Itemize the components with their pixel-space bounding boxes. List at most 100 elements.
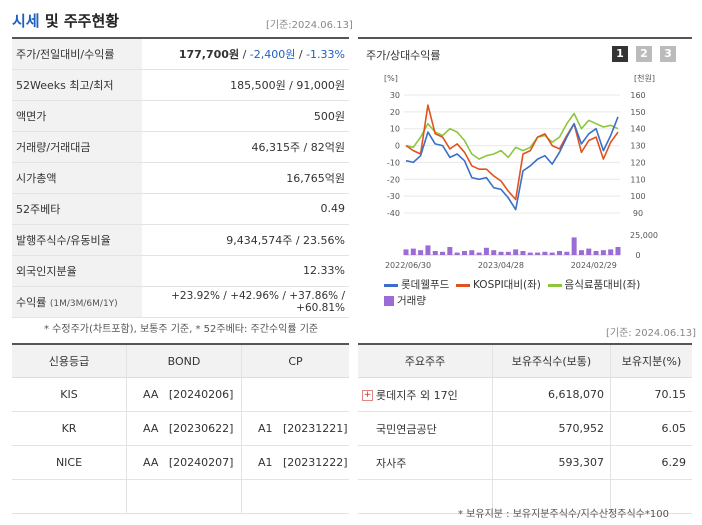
table-row: 시가총액 16,765억원 [12, 162, 349, 193]
chart-page-1-button[interactable]: 1 [612, 46, 628, 62]
row-label: 거래량/거래대금 [12, 131, 142, 162]
shares-cell: 6,618,070 [492, 377, 611, 412]
agency-cell: KR [12, 411, 127, 446]
table-header-row: 주요주주 보유주식수(보통) 보유지분(%) [358, 344, 692, 378]
row-value: 185,500원 / 91,000원 [230, 78, 345, 92]
legend-item-stock[interactable]: 롯데웰푸드 [384, 279, 449, 291]
volume-bar [615, 247, 621, 255]
x-axis-label: 2024/02/29 [571, 261, 617, 270]
table-row: 52주베타 0.49 [12, 193, 349, 224]
volume-bar [461, 251, 467, 255]
table-row [358, 479, 692, 514]
volume-bar [469, 250, 475, 255]
table-row: 발행주식수/유동비율 9,434,574주 / 23.56% [12, 224, 349, 255]
legend-item-volume[interactable]: 거래량 [384, 293, 426, 308]
agency-cell: KIS [12, 377, 127, 412]
volume-axis-ticks: 25,000 0 [404, 231, 658, 260]
row-label: 외국인지분율 [12, 255, 142, 286]
volume-bar [454, 252, 460, 255]
row-label: 시가총액 [12, 162, 142, 193]
table-row: KR AA [20230622] A1 [20231221] [12, 411, 349, 446]
left-axis-ticks: 30 20 10 0 -10 -20 -30 -40 [387, 91, 400, 218]
right-axis-ticks: 160 150 140 130 120 110 100 90 [630, 91, 645, 218]
row-value: 46,315주 / 82억원 [251, 140, 345, 154]
table-row: 액면가 500원 [12, 100, 349, 131]
left-tick-label: -10 [387, 158, 400, 167]
right-tick-label: 90 [633, 209, 643, 218]
expand-plus-icon[interactable]: + [362, 390, 373, 401]
chart-page-2-button[interactable]: 2 [636, 46, 652, 62]
volume-bar [571, 237, 577, 255]
legend-swatch [456, 283, 470, 287]
column-header: 신용등급 [12, 344, 127, 378]
table-row: 거래량/거래대금 46,315주 / 82억원 [12, 131, 349, 162]
holders-note: * 보유지분 : 보유지분주식수/지수산정주식수*100 [458, 509, 669, 520]
volume-bar [535, 252, 541, 255]
volume-bar [440, 251, 446, 255]
chart-grid [404, 94, 620, 214]
volume-bar [418, 250, 424, 255]
chart-legend: 롯데웰푸드 KOSPI대비(좌) 음식료품대비(좌) [384, 277, 640, 292]
legend-item-food[interactable]: 음식료품대비(좌) [547, 279, 640, 291]
row-value: 9,434,574주 / 23.56% [226, 233, 345, 247]
volume-bar [542, 251, 548, 255]
x-axis-label: 2022/06/30 [385, 261, 431, 270]
volume-bar [600, 250, 606, 255]
table-row: KIS AA [20240206] [12, 377, 349, 412]
chart-page-3-button[interactable]: 3 [660, 46, 676, 62]
bond-cell: AA [20240206] [126, 377, 242, 412]
column-header: 보유주식수(보통) [492, 344, 611, 378]
right-tick-label: 160 [630, 91, 645, 100]
volume-bar [593, 251, 599, 255]
table-row: 외국인지분율 12.33% [12, 255, 349, 286]
info-note: * 수정주가(차트포함), 보통주 기준, * 52주베타: 주간수익률 기준 [44, 324, 319, 335]
volume-bar [410, 248, 416, 255]
volume-bar [505, 251, 511, 255]
left-tick-label: -20 [387, 175, 400, 184]
volume-bar [491, 250, 497, 255]
left-tick-label: 0 [395, 142, 400, 151]
section-title: 시세 및 주주현황 [12, 12, 120, 30]
bond-cell: AA [20240207] [126, 445, 242, 480]
cp-cell [241, 377, 349, 412]
volume-bar [549, 252, 555, 255]
right-tick-label: 130 [630, 142, 645, 151]
price-value: 177,700원 / -2,400원 / -1.33% [178, 47, 345, 61]
left-unit: [%] [384, 74, 398, 83]
left-tick-label: 30 [390, 91, 400, 100]
column-header: 주요주주 [358, 344, 493, 378]
right-unit: [천원] [634, 73, 655, 83]
row-label: 52주베타 [12, 193, 142, 224]
holders-base-date: [기준: 2024.06.13] [606, 328, 697, 339]
volume-bar [557, 251, 563, 255]
volume-bar [527, 252, 533, 255]
row-label: 액면가 [12, 100, 142, 131]
pct-cell: 6.29 [610, 445, 692, 480]
x-axis-label: 2023/04/28 [478, 261, 524, 270]
legend-item-kospi[interactable]: KOSPI대비(좌) [456, 279, 541, 291]
table-row: 자사주 593,307 6.29 [358, 445, 692, 480]
left-tick-label: -30 [387, 192, 400, 201]
row-value: 0.49 [320, 202, 346, 215]
left-tick-label: 10 [390, 125, 400, 134]
volume-bar [578, 250, 584, 255]
major-shareholders-table: 주요주주 보유주식수(보통) 보유지분(%) + 롯데지주 외 17인 6,618… [358, 343, 692, 514]
volume-tick-label: 0 [635, 251, 640, 260]
volume-bar [586, 248, 592, 255]
agency-cell: NICE [12, 445, 127, 480]
price-info-table: 주가/전일대비/수익률 177,700원 / -2,400원 / -1.33% … [12, 37, 349, 318]
volume-bar [447, 247, 453, 255]
table-row: NICE AA [20240207] A1 [20231222] [12, 445, 349, 480]
holder-name-cell: 국민연금공단 [358, 411, 493, 446]
x-axis-labels: 2022/06/30 2023/04/28 2024/02/29 [385, 261, 617, 270]
volume-bar [520, 251, 526, 255]
chart-title: 주가/상대수익률 [366, 49, 441, 62]
table-row: 주가/전일대비/수익률 177,700원 / -2,400원 / -1.33% [12, 38, 349, 69]
row-value: 500원 [313, 109, 345, 123]
volume-bar [432, 251, 438, 255]
base-date: [기준:2024.06.13] [266, 20, 353, 31]
holder-name-cell[interactable]: + 롯데지주 외 17인 [358, 377, 493, 412]
volume-bar [513, 249, 519, 255]
volume-bar [608, 249, 614, 255]
food-relative-line [405, 112, 619, 160]
